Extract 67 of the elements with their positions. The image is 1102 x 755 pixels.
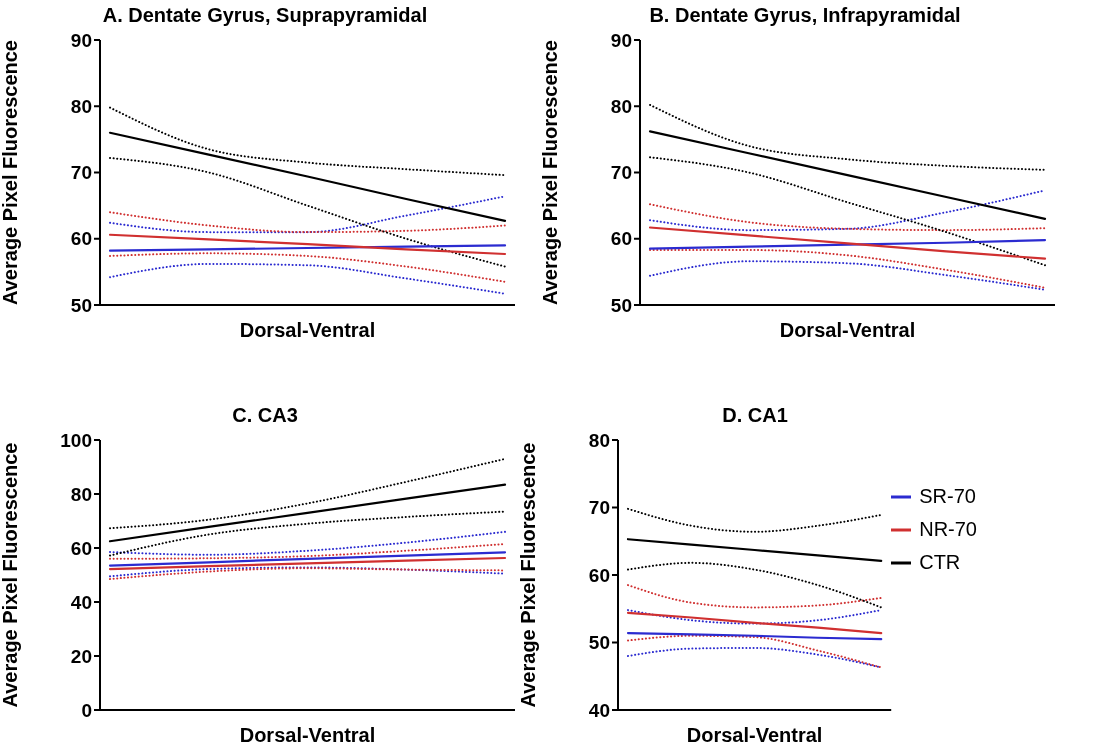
- line-series: [108, 556, 507, 571]
- legend-label: NR-70: [919, 518, 977, 541]
- line-series: [108, 551, 507, 567]
- line-series: [109, 262, 506, 295]
- line-series: [109, 530, 506, 556]
- line-series: [109, 252, 506, 283]
- y-tick-label: 70: [610, 162, 632, 184]
- line-series: [626, 538, 883, 562]
- y-tick-label: 80: [610, 96, 632, 117]
- chart-title: B. Dentate Gyrus, Infrapyramidal: [648, 3, 962, 28]
- line-series: [108, 483, 507, 543]
- y-tick-label: 50: [588, 632, 610, 654]
- chart-title: A. Dentate Gyrus, Suprapyramidal: [101, 3, 429, 28]
- y-tick-label: 80: [588, 429, 610, 451]
- line-series: [649, 249, 1046, 289]
- line-series: [626, 631, 883, 641]
- y-tick-label: 50: [70, 294, 92, 316]
- y-tick-label: 40: [70, 591, 92, 613]
- line-series: [627, 507, 883, 533]
- legend-label: CTR: [919, 551, 961, 574]
- line-series: [627, 561, 883, 609]
- line-series: [109, 510, 506, 557]
- y-tick-label: 0: [81, 699, 92, 721]
- line-series: [626, 611, 883, 635]
- x-axis-title: Dorsal-Ventral: [779, 319, 916, 341]
- chart-title: D. CA1: [721, 403, 789, 428]
- line-series: [109, 211, 506, 234]
- line-series: [649, 156, 1046, 267]
- y-tick-label: 100: [60, 429, 92, 451]
- y-tick-label: 70: [588, 497, 610, 519]
- line-series: [109, 156, 506, 268]
- y-tick-label: 60: [588, 564, 610, 586]
- y-tick-label: 60: [70, 228, 92, 250]
- y-tick-label: 40: [588, 699, 610, 721]
- y-axis-title: Average Pixel Fluorescence: [0, 442, 22, 708]
- y-tick-label: 90: [610, 29, 632, 51]
- y-axis-title: Average Pixel Fluorescence: [517, 442, 540, 708]
- line-series: [648, 130, 1047, 220]
- x-axis-title: Dorsal-Ventral: [686, 724, 823, 746]
- line-series: [627, 584, 883, 609]
- line-series: [108, 131, 507, 222]
- y-axis-title: Average Pixel Fluorescence: [0, 40, 22, 305]
- y-tick-label: 90: [70, 29, 92, 51]
- y-axis-title: Average Pixel Fluorescence: [539, 40, 562, 305]
- y-tick-label: 50: [610, 294, 632, 316]
- line-series: [649, 260, 1046, 291]
- line-series: [648, 238, 1047, 250]
- line-series: [109, 542, 506, 560]
- line-series: [109, 457, 506, 530]
- y-tick-label: 60: [70, 537, 92, 559]
- y-tick-label: 20: [70, 645, 92, 667]
- line-series: [649, 203, 1046, 232]
- x-axis-title: Dorsal-Ventral: [239, 319, 376, 341]
- line-series: [648, 226, 1047, 260]
- legend-label: SR-70: [919, 485, 976, 508]
- chart-title: C. CA3: [231, 403, 299, 428]
- line-series: [109, 106, 506, 177]
- line-series: [108, 233, 507, 256]
- line-series: [627, 634, 883, 669]
- x-axis-title: Dorsal-Ventral: [239, 724, 376, 746]
- y-tick-label: 70: [70, 162, 92, 184]
- line-series: [649, 189, 1046, 232]
- line-series: [649, 103, 1046, 171]
- y-tick-label: 80: [70, 96, 92, 117]
- y-tick-label: 80: [70, 483, 92, 505]
- line-series: [109, 195, 506, 234]
- y-tick-label: 60: [610, 228, 632, 250]
